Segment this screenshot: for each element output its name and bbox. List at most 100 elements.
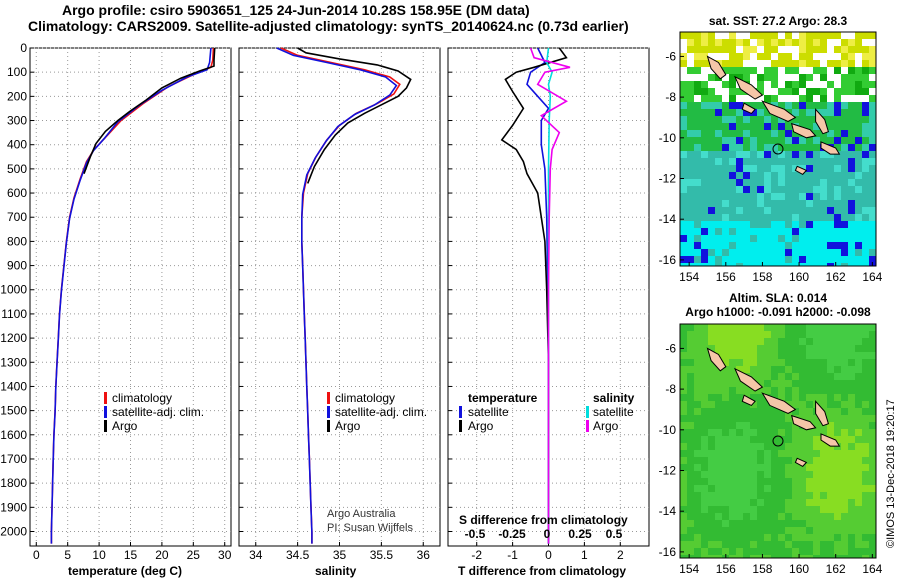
heatmap-cell [827,67,834,74]
heatmap-cell [694,67,701,74]
heatmap-cell [680,499,687,506]
heatmap-cell [743,158,750,165]
heatmap-cell [722,116,729,123]
heatmap-cell [792,53,799,60]
heatmap-cell [785,457,792,464]
heatmap-cell [764,520,771,527]
figure-title-line2: Climatology: CARS2009. Satellite-adjuste… [28,18,629,34]
heatmap-cell [708,429,715,436]
heatmap-cell [785,450,792,457]
lat-tick-label: -12 [659,172,677,186]
heatmap-cell [715,520,722,527]
heatmap-cell [778,478,785,485]
heatmap-cell [813,158,820,165]
heatmap-cell [743,527,750,534]
heatmap-cell [687,401,694,408]
heatmap-cell [813,137,820,144]
heatmap-cell [771,256,778,263]
y-tick-label: 1800 [0,476,27,490]
heatmap-cell [869,53,876,60]
heatmap-cell [778,207,785,214]
heatmap-cell [841,95,848,102]
heatmap-cell [743,513,750,520]
heatmap-cell [708,513,715,520]
heatmap-cell [694,401,701,408]
heatmap-cell [757,256,764,263]
heatmap-cell [722,478,729,485]
heatmap-cell [792,60,799,67]
heatmap-cell [680,457,687,464]
heatmap-cell [778,200,785,207]
heatmap-cell [820,387,827,394]
heatmap-cell [778,534,785,541]
heatmap-cell [778,235,785,242]
heatmap-cell [792,186,799,193]
heatmap-cell [855,506,862,513]
heatmap-cell [771,116,778,123]
heatmap-cell [708,186,715,193]
heatmap-cell [862,137,869,144]
heatmap-cell [687,359,694,366]
heatmap-cell [764,478,771,485]
heatmap-cell [855,338,862,345]
heatmap-cell [771,422,778,429]
heatmap-cell [701,436,708,443]
heatmap-cell [848,527,855,534]
heatmap-cell [680,485,687,492]
heatmap-cell [694,485,701,492]
heatmap-cell [708,200,715,207]
heatmap-cell [764,450,771,457]
heatmap-cell [750,60,757,67]
argo-location-marker [772,435,784,447]
heatmap-cell [848,165,855,172]
heatmap-cell [827,548,834,555]
heatmap-cell [680,527,687,534]
heatmap-cell [799,109,806,116]
heatmap-cell [771,172,778,179]
heatmap-cell [715,478,722,485]
heatmap-cell [708,242,715,249]
heatmap-cell [855,471,862,478]
heatmap-cell [729,235,736,242]
island [733,75,764,100]
heatmap-cell [715,228,722,235]
heatmap-cell [785,123,792,130]
heatmap-cell [862,235,869,242]
heatmap-cell [687,88,694,95]
heatmap-cell [869,200,876,207]
heatmap-cell [785,422,792,429]
heatmap-cell [820,394,827,401]
heatmap-cell [708,144,715,151]
heatmap-cell [771,359,778,366]
heatmap-cell [785,193,792,200]
heatmap-cell [799,408,806,415]
heatmap-cell [792,109,799,116]
heatmap-cell [715,123,722,130]
heatmap-cell [701,499,708,506]
x-tick-label: 1 [581,548,588,562]
heatmap-cell [806,450,813,457]
legend-heading-temperature: temperature [468,391,538,405]
heatmap-cell [694,499,701,506]
heatmap-cell [869,352,876,359]
heatmap-cell [827,32,834,39]
heatmap-cell [694,471,701,478]
heatmap-cell [750,74,757,81]
heatmap-cell [715,81,722,88]
heatmap-cell [806,172,813,179]
s-tick-label: -0.5 [465,527,486,541]
heatmap-cell [694,331,701,338]
heatmap-cell [743,137,750,144]
heatmap-cell [841,256,848,263]
heatmap-cell [729,200,736,207]
heatmap-cell [834,373,841,380]
heatmap-cell [827,534,834,541]
heatmap-cell [750,109,757,116]
heatmap-cell [715,422,722,429]
heatmap-cell [743,130,750,137]
heatmap-cell [869,144,876,151]
heatmap-cell [680,102,687,109]
heatmap-cell [757,541,764,548]
heatmap-cell [680,429,687,436]
heatmap-cell [750,151,757,158]
